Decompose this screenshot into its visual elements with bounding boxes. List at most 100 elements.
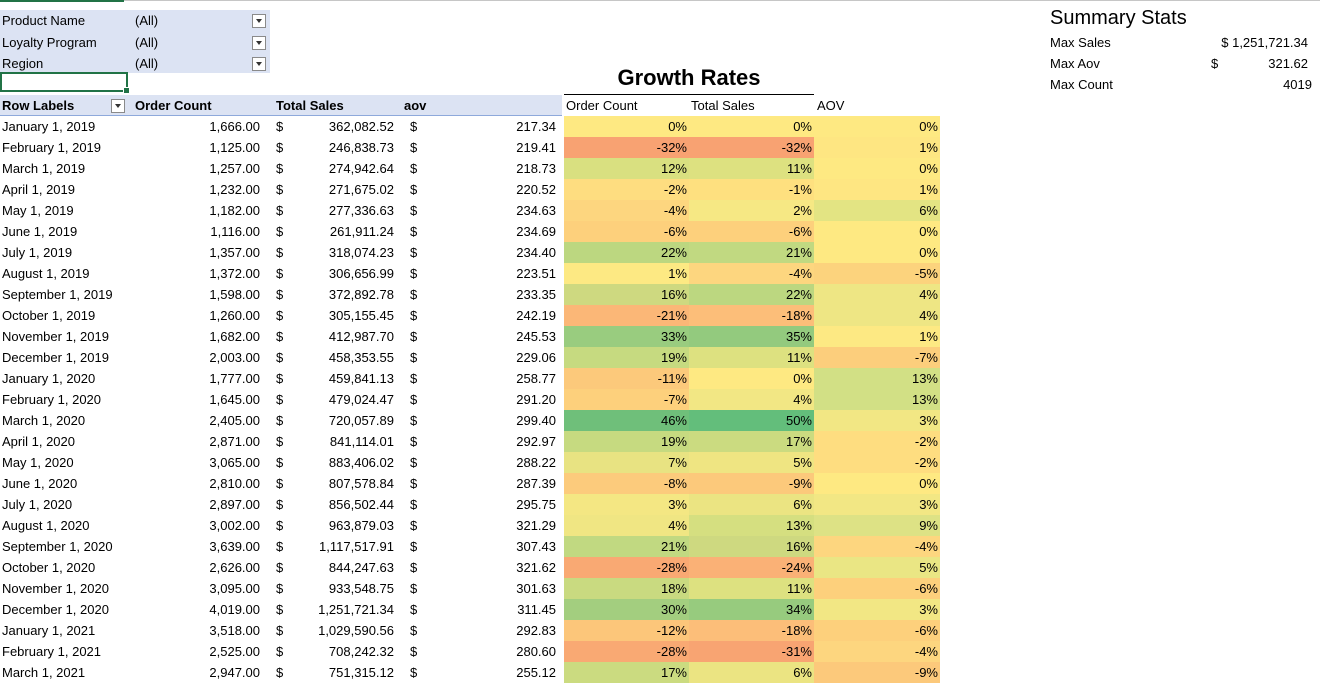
row-date[interactable]: November 1, 2019: [2, 329, 109, 344]
growth-total-sales[interactable]: -32%: [689, 137, 814, 158]
growth-aov[interactable]: 9%: [814, 515, 940, 536]
growth-total-sales[interactable]: -18%: [689, 620, 814, 641]
growth-total-sales[interactable]: 0%: [689, 116, 814, 137]
filter-dropdown-region[interactable]: [252, 57, 266, 71]
growth-aov[interactable]: 5%: [814, 557, 940, 578]
growth-order-count[interactable]: -28%: [564, 641, 689, 662]
row-sales-currency[interactable]: $: [276, 308, 284, 323]
row-order-count[interactable]: 2,003.00: [209, 350, 260, 365]
row-date[interactable]: June 1, 2020: [2, 476, 78, 491]
row-order-count[interactable]: 2,810.00: [209, 476, 260, 491]
row-aov[interactable]: 258.77: [516, 371, 556, 386]
growth-order-count[interactable]: 21%: [564, 536, 689, 557]
growth-order-count[interactable]: -11%: [564, 368, 689, 389]
row-aov[interactable]: 280.60: [516, 644, 556, 659]
growth-total-sales[interactable]: 11%: [689, 578, 814, 599]
growth-aov[interactable]: 4%: [814, 305, 940, 326]
row-date[interactable]: March 1, 2020: [2, 413, 86, 428]
growth-total-sales[interactable]: 4%: [689, 389, 814, 410]
row-aov-currency[interactable]: $: [410, 602, 418, 617]
growth-total-sales[interactable]: 16%: [689, 536, 814, 557]
growth-aov[interactable]: -6%: [814, 578, 940, 599]
growth-aov[interactable]: 3%: [814, 494, 940, 515]
row-total-sales[interactable]: 318,074.23: [328, 245, 394, 260]
row-aov[interactable]: 234.40: [516, 245, 556, 260]
row-aov[interactable]: 321.29: [516, 518, 556, 533]
growth-total-sales[interactable]: 50%: [689, 410, 814, 431]
row-order-count[interactable]: 1,682.00: [209, 329, 260, 344]
row-total-sales[interactable]: 274,942.64: [328, 161, 394, 176]
row-aov-currency[interactable]: $: [410, 350, 418, 365]
growth-order-count[interactable]: -6%: [564, 221, 689, 242]
row-total-sales[interactable]: 459,841.13: [328, 371, 394, 386]
row-date[interactable]: February 1, 2020: [2, 392, 102, 407]
growth-aov[interactable]: -7%: [814, 347, 940, 368]
growth-total-sales[interactable]: 2%: [689, 200, 814, 221]
row-aov-currency[interactable]: $: [410, 119, 418, 134]
growth-aov[interactable]: 0%: [814, 158, 940, 179]
row-date[interactable]: May 1, 2019: [2, 203, 74, 218]
row-sales-currency[interactable]: $: [276, 329, 284, 344]
row-aov[interactable]: 217.34: [516, 119, 556, 134]
row-total-sales[interactable]: 1,117,517.91: [319, 539, 394, 554]
row-total-sales[interactable]: 458,353.55: [328, 350, 394, 365]
growth-order-count[interactable]: -8%: [564, 473, 689, 494]
row-aov-currency[interactable]: $: [410, 518, 418, 533]
row-aov[interactable]: 220.52: [516, 182, 556, 197]
row-order-count[interactable]: 1,357.00: [209, 245, 260, 260]
row-total-sales[interactable]: 372,892.78: [328, 287, 394, 302]
row-aov-currency[interactable]: $: [410, 224, 418, 239]
row-order-count[interactable]: 1,777.00: [209, 371, 260, 386]
growth-order-count[interactable]: 12%: [564, 158, 689, 179]
row-sales-currency[interactable]: $: [276, 392, 284, 407]
active-cell-selection[interactable]: [0, 72, 130, 94]
row-total-sales[interactable]: 1,029,590.56: [318, 623, 394, 638]
row-sales-currency[interactable]: $: [276, 497, 284, 512]
growth-aov[interactable]: 13%: [814, 368, 940, 389]
growth-order-count[interactable]: 33%: [564, 326, 689, 347]
row-date[interactable]: December 1, 2020: [2, 602, 109, 617]
row-sales-currency[interactable]: $: [276, 350, 284, 365]
growth-aov[interactable]: 13%: [814, 389, 940, 410]
row-total-sales[interactable]: 963,879.03: [328, 518, 394, 533]
row-order-count[interactable]: 2,947.00: [209, 665, 260, 680]
row-order-count[interactable]: 1,598.00: [209, 287, 260, 302]
row-aov-currency[interactable]: $: [410, 497, 418, 512]
row-date[interactable]: January 1, 2019: [2, 119, 96, 134]
row-aov[interactable]: 295.75: [516, 497, 556, 512]
row-date[interactable]: September 1, 2019: [2, 287, 113, 302]
row-date[interactable]: December 1, 2019: [2, 350, 109, 365]
row-aov-currency[interactable]: $: [410, 665, 418, 680]
row-total-sales[interactable]: 271,675.02: [328, 182, 394, 197]
row-order-count[interactable]: 1,116.00: [210, 224, 260, 239]
growth-order-count[interactable]: 19%: [564, 431, 689, 452]
growth-aov[interactable]: 3%: [814, 410, 940, 431]
growth-aov[interactable]: 0%: [814, 473, 940, 494]
row-aov[interactable]: 234.69: [516, 224, 556, 239]
growth-order-count[interactable]: -2%: [564, 179, 689, 200]
row-sales-currency[interactable]: $: [276, 224, 284, 239]
row-sales-currency[interactable]: $: [276, 140, 284, 155]
row-date[interactable]: April 1, 2019: [2, 182, 75, 197]
row-total-sales[interactable]: 844,247.63: [328, 560, 394, 575]
row-order-count[interactable]: 1,232.00: [209, 182, 260, 197]
row-order-count[interactable]: 2,405.00: [209, 413, 260, 428]
row-aov[interactable]: 288.22: [516, 455, 556, 470]
row-total-sales[interactable]: 933,548.75: [328, 581, 394, 596]
growth-order-count[interactable]: -4%: [564, 200, 689, 221]
row-aov[interactable]: 255.12: [516, 665, 556, 680]
row-order-count[interactable]: 1,182.00: [209, 203, 260, 218]
growth-order-count[interactable]: 30%: [564, 599, 689, 620]
row-sales-currency[interactable]: $: [276, 665, 284, 680]
growth-order-count[interactable]: -32%: [564, 137, 689, 158]
growth-aov[interactable]: -2%: [814, 431, 940, 452]
row-total-sales[interactable]: 246,838.73: [328, 140, 394, 155]
growth-aov[interactable]: 4%: [814, 284, 940, 305]
growth-aov[interactable]: -9%: [814, 662, 940, 683]
growth-aov[interactable]: 3%: [814, 599, 940, 620]
row-sales-currency[interactable]: $: [276, 455, 284, 470]
row-sales-currency[interactable]: $: [276, 287, 284, 302]
row-aov[interactable]: 242.19: [516, 308, 556, 323]
growth-order-count[interactable]: 1%: [564, 263, 689, 284]
row-sales-currency[interactable]: $: [276, 560, 284, 575]
